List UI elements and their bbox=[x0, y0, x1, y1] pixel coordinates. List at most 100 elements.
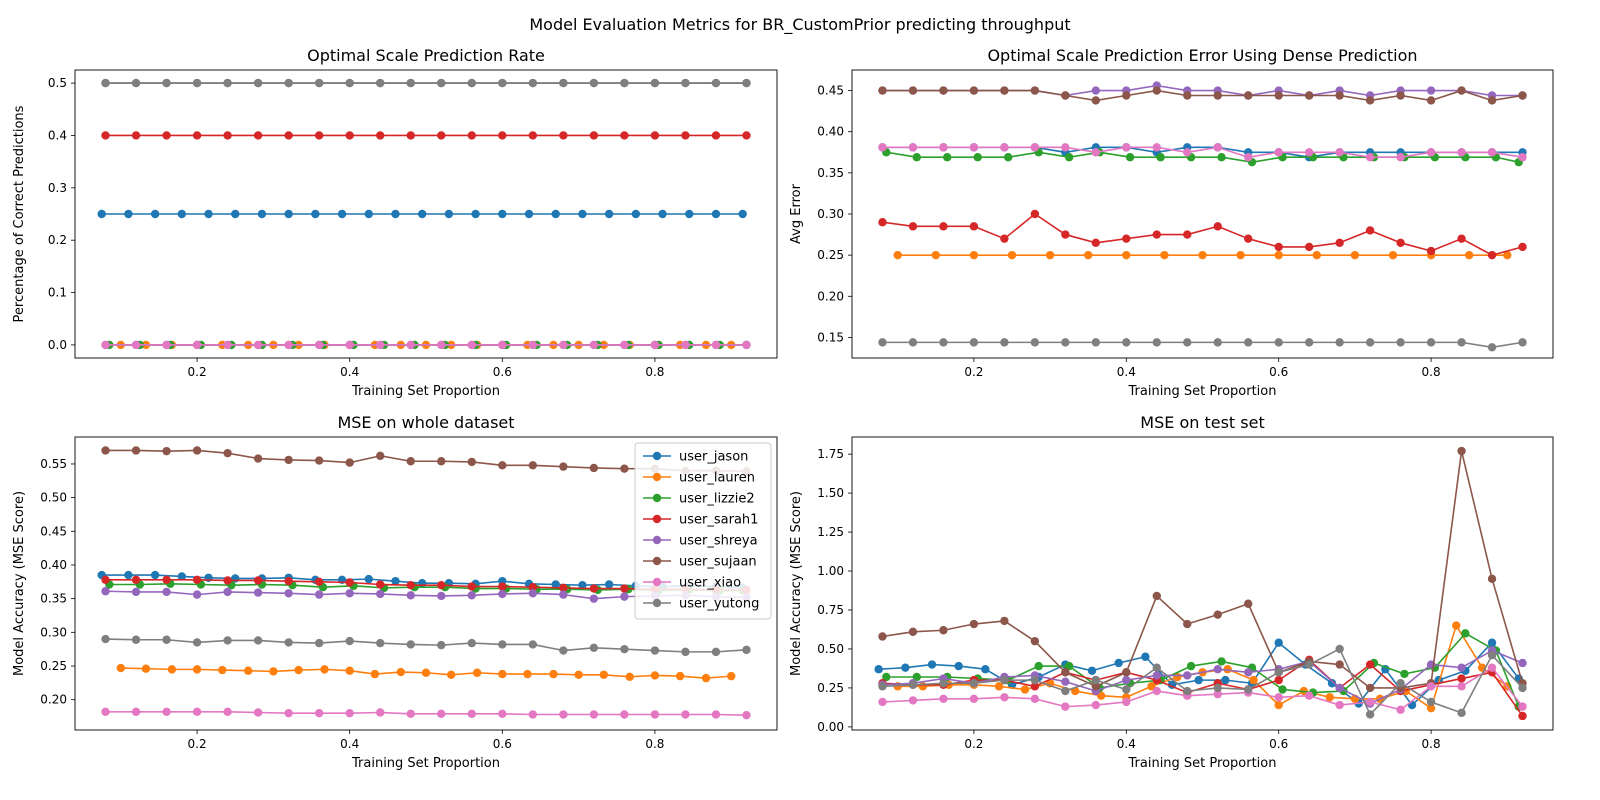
data-point bbox=[1274, 638, 1283, 647]
data-point bbox=[1304, 338, 1314, 347]
data-point bbox=[1000, 693, 1009, 702]
data-point bbox=[101, 446, 110, 455]
data-point bbox=[1304, 148, 1314, 157]
data-point bbox=[417, 209, 427, 219]
data-point bbox=[1365, 96, 1375, 105]
data-point bbox=[345, 458, 354, 467]
data-point bbox=[551, 209, 560, 219]
data-point bbox=[1365, 697, 1375, 707]
y-tick-label: 0.50 bbox=[817, 642, 844, 656]
series-line bbox=[105, 638, 747, 653]
data-point bbox=[1244, 91, 1253, 100]
data-point bbox=[738, 209, 747, 219]
legend-marker bbox=[652, 577, 662, 587]
data-point bbox=[1426, 697, 1436, 707]
data-point bbox=[376, 340, 385, 350]
data-point bbox=[1122, 668, 1131, 677]
data-point bbox=[969, 86, 979, 95]
data-point bbox=[1061, 338, 1070, 347]
data-point bbox=[1350, 250, 1360, 260]
data-point bbox=[939, 679, 948, 688]
data-point bbox=[1213, 683, 1222, 693]
data-point bbox=[878, 697, 887, 707]
data-point bbox=[681, 710, 690, 719]
chart-title: MSE on whole dataset bbox=[337, 413, 514, 432]
data-point bbox=[1365, 153, 1375, 162]
data-point bbox=[1396, 338, 1405, 347]
data-point bbox=[681, 78, 690, 88]
y-tick-label: 0.00 bbox=[817, 720, 844, 734]
data-point bbox=[320, 665, 329, 674]
data-point bbox=[1457, 446, 1466, 456]
data-point bbox=[1061, 677, 1070, 686]
data-point bbox=[1213, 143, 1222, 152]
data-point bbox=[284, 131, 293, 140]
data-point bbox=[650, 710, 660, 719]
data-point bbox=[711, 209, 721, 219]
data-point bbox=[406, 457, 415, 466]
data-point bbox=[969, 222, 979, 231]
data-point bbox=[528, 710, 538, 719]
data-point bbox=[1000, 675, 1009, 685]
data-point bbox=[599, 670, 608, 679]
legend-item-user_shreya: user_shreya bbox=[643, 534, 758, 549]
data-point bbox=[912, 672, 921, 682]
data-point bbox=[177, 209, 187, 219]
data-point bbox=[345, 131, 354, 140]
y-tick-label: 0.1 bbox=[48, 286, 67, 300]
data-point bbox=[878, 338, 887, 347]
data-point bbox=[908, 222, 918, 231]
data-point bbox=[396, 667, 406, 677]
data-point bbox=[1304, 660, 1314, 669]
data-point bbox=[1487, 250, 1497, 260]
chart-panel-3: 0.2 0.4 0.6 0.8 0.20 0.25 0.30 0.35 0.40 0.45 0.50… bbox=[12, 413, 778, 771]
y-tick-label: 0.30 bbox=[40, 625, 67, 639]
data-point bbox=[131, 131, 141, 140]
data-point bbox=[498, 131, 507, 140]
data-point bbox=[1274, 693, 1283, 702]
data-point bbox=[908, 680, 918, 690]
data-point bbox=[1426, 338, 1436, 347]
data-point bbox=[406, 640, 415, 649]
data-point bbox=[1335, 338, 1344, 347]
data-point bbox=[1487, 148, 1497, 157]
y-tick-label: 1.25 bbox=[817, 525, 844, 539]
data-point bbox=[878, 632, 887, 641]
series-user_yutong bbox=[878, 644, 1527, 719]
data-point bbox=[498, 461, 507, 470]
data-point bbox=[1365, 710, 1375, 719]
data-point bbox=[498, 340, 507, 350]
data-point bbox=[284, 78, 293, 88]
data-point bbox=[549, 669, 558, 679]
data-point bbox=[1000, 86, 1009, 95]
data-point bbox=[1152, 338, 1161, 347]
data-point bbox=[969, 679, 979, 688]
data-point bbox=[223, 587, 232, 597]
data-point bbox=[1400, 669, 1409, 679]
data-point bbox=[912, 153, 921, 162]
series-user_sujaan bbox=[878, 86, 1527, 105]
data-point bbox=[162, 131, 171, 140]
legend-label: user_shreya bbox=[679, 534, 758, 549]
data-point bbox=[973, 153, 982, 162]
data-point bbox=[1457, 663, 1466, 672]
data-point bbox=[376, 638, 385, 648]
data-point bbox=[1487, 96, 1497, 105]
data-point bbox=[1274, 148, 1283, 157]
data-point bbox=[1030, 694, 1040, 704]
data-point bbox=[467, 591, 476, 600]
data-point bbox=[1217, 153, 1226, 162]
data-point bbox=[939, 222, 948, 231]
data-point bbox=[1061, 702, 1070, 711]
data-point bbox=[742, 340, 751, 350]
data-point bbox=[253, 131, 263, 140]
data-point bbox=[131, 707, 141, 717]
data-point bbox=[1183, 686, 1192, 696]
series-line bbox=[882, 648, 1524, 716]
data-point bbox=[192, 665, 202, 674]
data-point bbox=[620, 131, 629, 140]
data-point bbox=[528, 640, 538, 649]
data-point bbox=[559, 340, 568, 350]
y-tick-label: 1.50 bbox=[817, 486, 844, 500]
data-point bbox=[650, 671, 660, 680]
